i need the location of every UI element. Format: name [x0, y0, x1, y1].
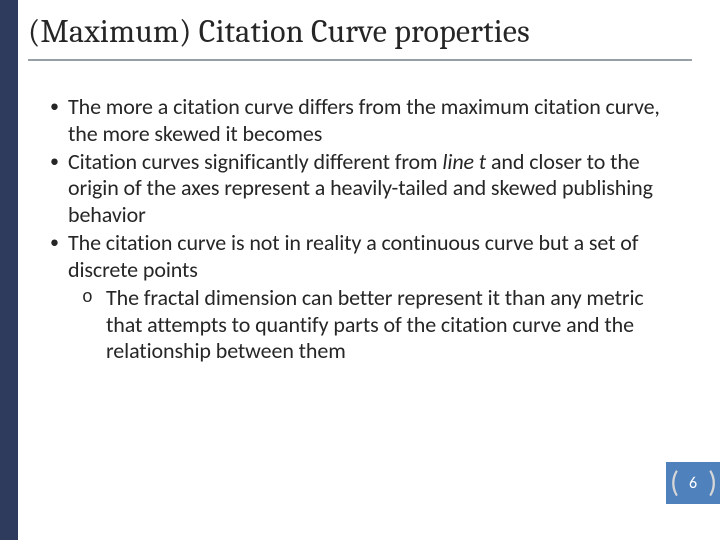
page-number-badge: ( 6 ) — [666, 462, 720, 504]
bullet-text-italic: line t — [442, 148, 486, 175]
title-container: (Maximum) Citation Curve properties — [28, 14, 692, 49]
left-sidebar-accent — [0, 0, 18, 540]
bullet-item: The citation curve is not in reality a c… — [46, 230, 676, 365]
bullet-text: The citation curve is not in reality a c… — [68, 229, 638, 283]
slide-title: (Maximum) Citation Curve properties — [28, 14, 692, 49]
title-underline — [28, 59, 692, 61]
page-number: 6 — [689, 474, 697, 493]
bracket-left-icon: ( — [670, 468, 678, 498]
slide: (Maximum) Citation Curve properties The … — [0, 0, 720, 540]
bullet-item: Citation curves significantly different … — [46, 149, 676, 229]
bullet-text-pre: Citation curves significantly different … — [68, 148, 442, 175]
bullet-item: The more a citation curve differs from t… — [46, 94, 676, 148]
sub-bullet-item: The fractal dimension can better represe… — [76, 285, 676, 365]
body-content: The more a citation curve differs from t… — [46, 94, 676, 366]
bracket-right-icon: ) — [708, 468, 716, 498]
sub-bullet-list: The fractal dimension can better represe… — [68, 285, 676, 365]
bullet-list: The more a citation curve differs from t… — [46, 94, 676, 365]
